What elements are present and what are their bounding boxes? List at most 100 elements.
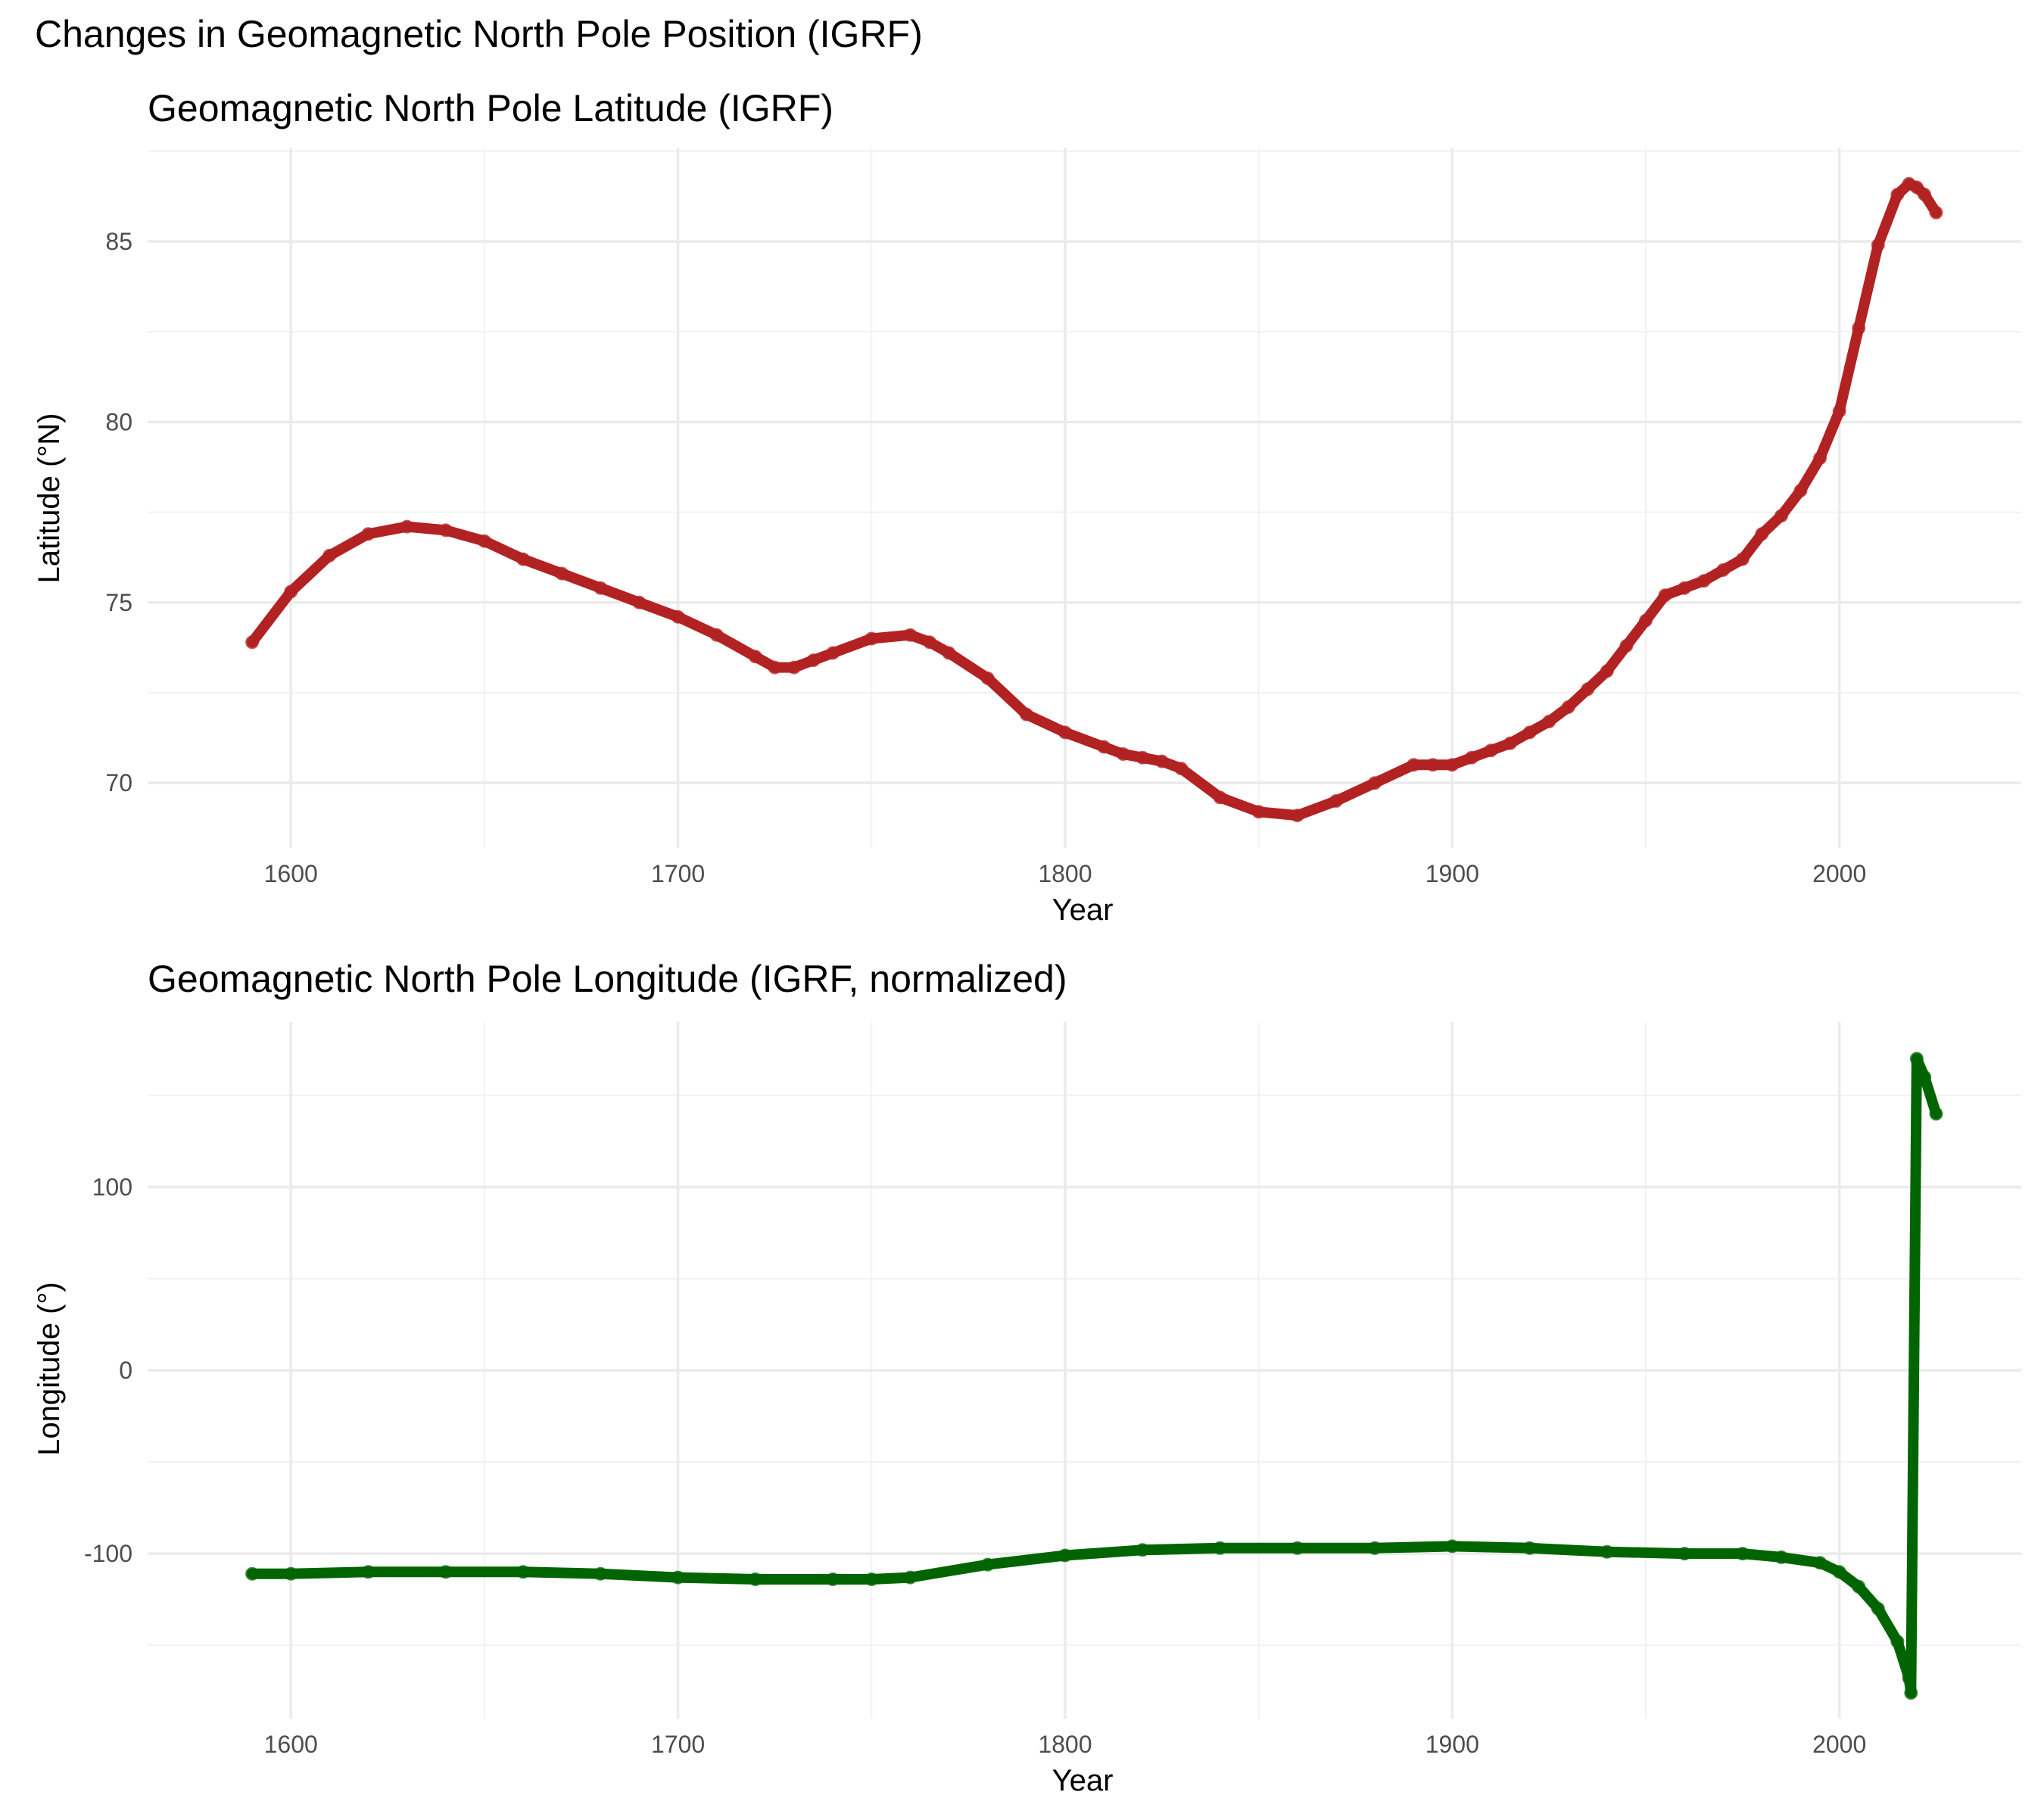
longitude-data-point xyxy=(1290,1541,1304,1555)
latitude-data-point xyxy=(1174,762,1189,776)
latitude-data-point xyxy=(1561,700,1575,714)
longitude-data-point xyxy=(980,1557,995,1572)
latitude-x-axis-title: Year xyxy=(1052,893,1114,927)
latitude-data-point xyxy=(361,527,375,541)
longitude-data-point xyxy=(1368,1541,1382,1555)
latitude-data-point xyxy=(1600,664,1614,678)
latitude-data-point xyxy=(1774,509,1788,523)
longitude-gridlines xyxy=(148,1022,2021,1719)
latitude-y-tick-label: 80 xyxy=(105,408,132,435)
latitude-x-tick-label: 1600 xyxy=(264,860,318,887)
longitude-x-tick-label: 1800 xyxy=(1038,1731,1092,1758)
latitude-data-point xyxy=(826,646,840,660)
latitude-data-point xyxy=(1058,725,1072,740)
latitude-data-point xyxy=(1251,805,1266,819)
latitude-data-point xyxy=(1716,563,1731,577)
longitude-data-point xyxy=(516,1565,530,1579)
longitude-data-point xyxy=(1929,1107,1943,1121)
longitude-y-axis-title: Longitude (°) xyxy=(33,1282,66,1455)
longitude-data-point xyxy=(748,1572,762,1586)
latitude-data-point xyxy=(1755,527,1769,541)
longitude-data-point xyxy=(284,1566,298,1581)
latitude-data-point xyxy=(1116,747,1130,761)
longitude-x-axis-title: Year xyxy=(1052,1764,1114,1797)
latitude-data-point xyxy=(942,646,956,660)
latitude-data-point xyxy=(1832,404,1846,419)
longitude-data-point xyxy=(1890,1635,1905,1649)
latitude-data-point xyxy=(1484,743,1498,758)
latitude-data-point xyxy=(1154,754,1169,768)
longitude-data-point xyxy=(1871,1601,1885,1616)
latitude-data-point xyxy=(1407,758,1421,772)
latitude-series-line xyxy=(247,178,1942,821)
latitude-data-point xyxy=(1542,715,1556,729)
longitude-data-point xyxy=(1852,1579,1866,1594)
latitude-data-point xyxy=(1678,581,1692,595)
longitude-data-point xyxy=(1678,1547,1692,1561)
latitude-data-point xyxy=(768,660,782,675)
latitude-data-point xyxy=(1426,758,1440,772)
latitude-data-point xyxy=(632,595,647,609)
longitude-tick-labels: 1600 1700 1800 1900 2000 -100 0 100 xyxy=(84,1173,1866,1758)
figure-title: Changes in Geomagnetic North Pole Positi… xyxy=(35,13,923,55)
longitude-data-point xyxy=(1136,1543,1150,1557)
longitude-panel: Geomagnetic North Pole Longitude (IGRF, … xyxy=(33,958,2021,1797)
longitude-series xyxy=(245,1052,1943,1700)
longitude-panel-title: Geomagnetic North Pole Longitude (IGRF, … xyxy=(148,958,1067,1000)
longitude-y-tick-label: -100 xyxy=(84,1540,132,1567)
longitude-data-point xyxy=(594,1566,608,1581)
latitude-data-point xyxy=(1793,484,1808,497)
longitude-x-tick-label: 2000 xyxy=(1812,1731,1866,1758)
longitude-series-line xyxy=(247,1053,1942,1699)
latitude-data-point xyxy=(245,635,260,650)
latitude-series xyxy=(245,176,1943,823)
latitude-data-point xyxy=(1097,740,1111,754)
latitude-data-point xyxy=(1852,321,1866,335)
latitude-data-point xyxy=(284,584,298,599)
longitude-data-point xyxy=(1600,1544,1614,1559)
latitude-data-point xyxy=(477,534,491,548)
latitude-data-point xyxy=(400,519,414,534)
latitude-panel-title: Geomagnetic North Pole Latitude (IGRF) xyxy=(148,87,833,129)
latitude-data-point xyxy=(594,581,608,595)
latitude-y-tick-label: 70 xyxy=(105,769,132,796)
latitude-data-point xyxy=(1213,790,1227,805)
latitude-data-point xyxy=(1735,552,1750,566)
latitude-data-point xyxy=(923,635,936,650)
longitude-data-point xyxy=(1735,1547,1750,1561)
latitude-data-point xyxy=(1445,758,1460,772)
latitude-data-point xyxy=(1581,682,1595,697)
latitude-x-tick-label: 1900 xyxy=(1426,860,1479,887)
longitude-data-point xyxy=(865,1572,879,1586)
longitude-data-point xyxy=(1058,1548,1072,1563)
latitude-data-point xyxy=(1464,750,1478,765)
latitude-gridlines xyxy=(148,148,2021,848)
latitude-data-point xyxy=(1329,794,1343,808)
latitude-data-point xyxy=(1639,613,1653,628)
latitude-data-point xyxy=(806,653,821,668)
latitude-data-point xyxy=(1522,725,1537,740)
latitude-data-point xyxy=(1290,809,1304,823)
latitude-data-point xyxy=(748,650,762,664)
longitude-data-point xyxy=(1904,1686,1918,1700)
latitude-panel: Geomagnetic North Pole Latitude (IGRF) 1… xyxy=(33,87,2021,927)
longitude-data-point xyxy=(1909,1052,1924,1066)
latitude-y-tick-label: 75 xyxy=(105,589,132,616)
longitude-data-point xyxy=(438,1565,453,1579)
latitude-data-point xyxy=(516,552,530,566)
latitude-data-point xyxy=(1019,707,1033,722)
longitude-y-tick-label: 0 xyxy=(119,1357,132,1384)
latitude-data-point xyxy=(1918,188,1932,201)
latitude-data-point xyxy=(322,548,337,563)
longitude-x-tick-label: 1700 xyxy=(651,1731,705,1758)
latitude-y-tick-label: 85 xyxy=(105,228,132,255)
latitude-x-tick-label: 1700 xyxy=(651,860,705,887)
longitude-data-point xyxy=(903,1570,918,1585)
longitude-data-point xyxy=(1522,1541,1537,1555)
latitude-data-point xyxy=(903,628,918,642)
longitude-data-point xyxy=(671,1570,685,1585)
longitude-data-point xyxy=(1813,1556,1827,1570)
latitude-data-point xyxy=(438,523,453,538)
longitude-data-point xyxy=(361,1565,375,1579)
